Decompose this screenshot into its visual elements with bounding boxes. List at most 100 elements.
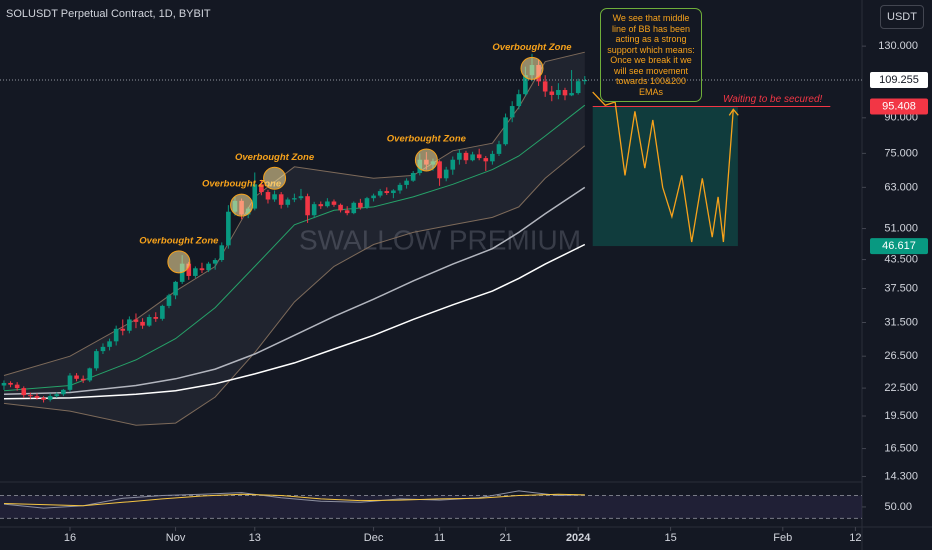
candle-body — [410, 173, 416, 181]
candle-body — [285, 199, 291, 205]
candle-body — [542, 81, 548, 92]
candle-body — [259, 184, 264, 193]
x-tick-label: Feb — [773, 532, 792, 544]
overbought-circle — [263, 166, 287, 190]
candle-body — [173, 281, 178, 296]
candle-body — [80, 378, 86, 381]
candle-body — [437, 161, 442, 179]
candle-body — [575, 81, 581, 94]
candle-body — [318, 204, 324, 207]
candle-body — [272, 194, 277, 200]
candle-body — [325, 201, 330, 207]
candle-body — [252, 184, 258, 209]
candle-body — [470, 154, 475, 161]
candle-body — [193, 268, 198, 276]
candle-body — [384, 191, 390, 194]
y-tick-label: 16.500 — [884, 442, 918, 454]
candle-body — [47, 396, 53, 400]
y-tick-label: 75.000 — [884, 147, 918, 159]
osc-tick-label: 50.00 — [884, 501, 912, 513]
y-tick-label: 37.500 — [884, 282, 918, 294]
candle-body — [463, 152, 469, 161]
candle-body — [14, 384, 20, 389]
candle-body — [113, 328, 119, 342]
candle-body — [569, 93, 574, 96]
candle-body — [450, 159, 456, 170]
candle-body — [107, 341, 112, 347]
oscillator-band — [0, 495, 862, 519]
oscillator-line — [3, 490, 585, 509]
chart-title: SOLUSDT Perpetual Contract, 1D, BYBIT — [6, 8, 211, 20]
y-tick-label: 51.000 — [884, 222, 918, 234]
candle-body — [483, 158, 489, 162]
candle-body — [397, 184, 403, 191]
candle-body — [199, 268, 205, 271]
candle-body — [496, 144, 502, 154]
candle-body — [226, 211, 231, 246]
candle-body — [377, 191, 383, 196]
watermark: SWALLOW PREMIUM — [299, 224, 581, 255]
bollinger-upper — [3, 51, 585, 376]
candle-body — [146, 317, 152, 326]
candle-body — [523, 75, 528, 95]
last-price-label: 109.255 — [879, 74, 919, 86]
currency-button[interactable]: USDT — [880, 5, 924, 29]
overbought-circle — [230, 193, 254, 217]
overbought-circle — [167, 250, 191, 274]
candle-body — [549, 91, 555, 95]
y-tick-label: 14.300 — [884, 470, 918, 482]
candle-body — [278, 194, 284, 205]
candle-body — [338, 204, 343, 211]
candle-body — [140, 321, 145, 326]
x-tick-label: Nov — [166, 532, 186, 544]
candle-body — [292, 198, 297, 200]
candle-body — [127, 319, 132, 331]
box-bottom-label-bg — [870, 238, 928, 255]
x-tick-label: 11 — [434, 532, 445, 544]
candle-body — [391, 190, 396, 194]
candle-body — [61, 389, 66, 395]
candle-body — [21, 388, 27, 396]
candle-body — [160, 305, 165, 319]
overbought-circle — [414, 148, 438, 172]
target-price-label: 95.408 — [882, 100, 916, 112]
x-tick-label: 2024 — [566, 532, 591, 544]
note: We see that middle line of BB has been a… — [600, 8, 702, 102]
x-tick-label: 21 — [499, 532, 511, 544]
candle-body — [94, 351, 99, 369]
projection-arrow — [728, 108, 739, 116]
candle-body — [305, 196, 310, 216]
projection-box — [592, 106, 738, 247]
x-tick-label: 12 — [849, 532, 861, 544]
candle-body — [443, 169, 449, 179]
candle-body — [364, 198, 370, 208]
x-tick-label: 16 — [64, 532, 76, 544]
candle-body — [212, 260, 218, 264]
oscillator-line — [3, 493, 585, 507]
candle-body — [133, 319, 139, 322]
y-tick-label: 31.500 — [884, 316, 918, 328]
x-tick-label: Dec — [364, 532, 384, 544]
candle-body — [556, 90, 561, 95]
candle-body — [206, 263, 211, 271]
y-tick-label: 19.500 — [884, 410, 918, 422]
candle-body — [153, 317, 159, 319]
y-tick-label: 22.500 — [884, 382, 918, 394]
ema-line — [3, 186, 586, 396]
target-price-label-bg — [870, 98, 928, 115]
overbought-circle — [520, 56, 544, 80]
x-tick-label: 13 — [249, 532, 261, 544]
overbought-label: Overbought Zone — [139, 235, 219, 246]
candle-body — [28, 395, 33, 397]
candle-body — [54, 394, 60, 397]
overbought-label: Overbought Zone — [387, 133, 467, 144]
candle-body — [582, 80, 588, 82]
candle-body — [74, 375, 79, 379]
bollinger-lower — [3, 145, 586, 426]
y-tick-label: 90.000 — [884, 112, 918, 124]
candle-body — [67, 375, 73, 390]
candle-body — [311, 204, 317, 216]
projection-line — [592, 91, 734, 243]
